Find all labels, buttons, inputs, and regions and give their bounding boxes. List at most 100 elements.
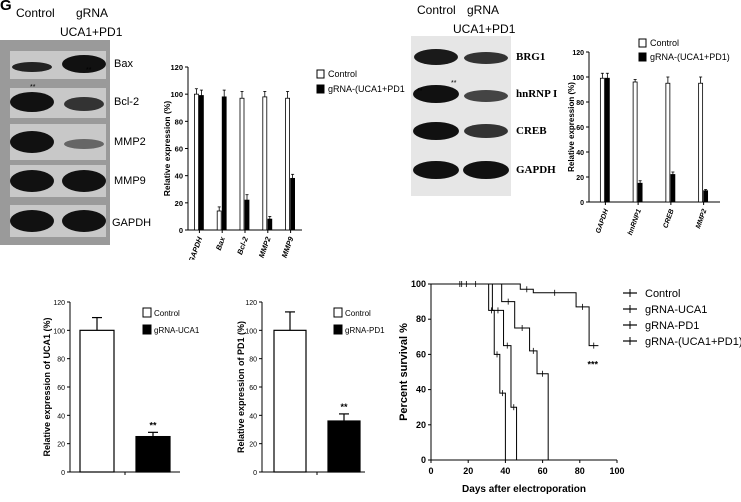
significance-label: *** <box>588 360 599 370</box>
x-tick-label: hnRNP1 <box>627 208 643 236</box>
bar-chart-transcription-factors: 0 20 40 60 80 100 120 Relative expression (%) GA… <box>567 38 730 236</box>
x-tick-label: MMP2 <box>695 208 709 229</box>
blot2-band-gapdh-control <box>413 161 459 179</box>
y-tick-label: 100 <box>411 279 426 289</box>
blot2-band-gapdh-grna <box>463 161 509 179</box>
y-tick-label: 100 <box>53 328 65 335</box>
y-tick-label: 60 <box>175 145 183 154</box>
legend-label-0: Control <box>345 309 371 318</box>
x-tick-label: Bax <box>214 235 227 252</box>
y-tick-label: 80 <box>57 357 65 364</box>
legend-label-1: gRNA-PD1 <box>345 326 385 335</box>
legend-label-0: Control <box>154 309 180 318</box>
blot1-band-mmp2-control <box>10 131 54 153</box>
y-tick-label: 80 <box>175 117 183 126</box>
western-blot-2: Control gRNA UCA1+PD1 ** ** BRG1 hnRNP I… <box>405 0 565 200</box>
blot1-row-mmp2: MMP2 <box>114 136 146 148</box>
blot1-band-bcl2-control <box>10 92 54 112</box>
blot2-image <box>411 36 511 196</box>
blot1-band-mmp2-grna <box>64 139 104 149</box>
y-tick-label: 100 <box>170 90 183 99</box>
blot1-row-mmp9: MMP9 <box>114 175 146 187</box>
blot2-header-sub: UCA1+PD1 <box>453 22 516 36</box>
x-tick-label: MMP9 <box>280 235 296 259</box>
x-tick-label: 60 <box>538 466 548 476</box>
y-tick-label: 0 <box>61 470 65 477</box>
x-tick-label: CREB <box>662 208 675 229</box>
y-tick-label: 60 <box>249 385 257 392</box>
blot1-band-bax-control <box>12 62 52 72</box>
y-tick-label: 20 <box>416 420 426 430</box>
survival-line-1 <box>431 283 518 460</box>
bar-gRNA-(UCA1+PD1)-GAPDH <box>604 77 610 203</box>
x-axis-label: Days after electroporation <box>462 484 586 495</box>
legend-swatch-1 <box>142 324 152 335</box>
legend-label-1: gRNA-UCA1 <box>645 304 707 316</box>
legend-label-2: gRNA-PD1 <box>645 320 699 332</box>
y-tick-label: 40 <box>576 150 584 157</box>
y-axis-label: Percent survival % <box>398 323 410 421</box>
bar-gRNA-(UCA1+PD1)-MMP2 <box>267 218 273 231</box>
bar-Control-MMP2 <box>698 82 704 203</box>
blot2-row-brg1: BRG1 <box>516 51 546 63</box>
blot1-image <box>0 40 110 245</box>
y-tick-label: 120 <box>572 50 584 57</box>
x-tick-label: 80 <box>575 466 585 476</box>
blot1-mark-1: ** <box>86 67 92 74</box>
y-tick-label: 60 <box>416 349 426 359</box>
bar-gRNA-(UCA1+PD1)-GAPDH <box>199 95 204 231</box>
bar-Control-CREB <box>665 82 671 203</box>
blot1-band-gapdh-control <box>10 210 54 232</box>
y-axis-label: Relative expression of UCA1 (%) <box>42 317 52 456</box>
legend-label-0: Control <box>328 69 357 79</box>
blot2-row-gapdh: GAPDH <box>516 164 556 176</box>
blot2-band-brg1-control <box>414 49 458 65</box>
y-tick-label: 0 <box>253 470 257 477</box>
blot2-band-brg1-grna <box>464 52 508 64</box>
y-axis-label: Relative expression (%) <box>567 82 576 172</box>
legend-swatch-0 <box>316 69 325 79</box>
legend-label-1: gRNA-(UCA1+PD1) <box>650 52 730 62</box>
blot1-row-gapdh: GAPDH <box>112 217 152 229</box>
bar-chart-pd1-expression: 0 20 40 60 80 100 120 Relative expression of PD… <box>236 300 385 477</box>
legend-label-3: gRNA-(UCA1+PD1) <box>645 336 741 348</box>
blot1-band-mmp9-grna <box>62 170 106 192</box>
y-tick-label: 0 <box>580 200 584 207</box>
bar-gRNA-(UCA1+PD1)-hnRNP1 <box>637 182 643 203</box>
y-tick-label: 60 <box>576 125 584 132</box>
y-tick-label: 100 <box>572 75 584 82</box>
x-tick-label: 40 <box>500 466 510 476</box>
y-tick-label: 20 <box>249 442 257 449</box>
bar-gRNA-(UCA1+PD1)-MMP9 <box>290 177 296 231</box>
blot1-band-gapdh-grna <box>62 210 106 232</box>
legend-swatch-1 <box>638 52 647 62</box>
bar-Control-hnRNP1 <box>632 81 638 203</box>
significance-label: ** <box>149 420 157 430</box>
x-tick-label: 0 <box>428 466 433 476</box>
significance-label: ** <box>340 402 348 412</box>
y-axis-label: Relative expression of PD1 (%) <box>236 321 246 453</box>
x-tick-label: GAPDH <box>595 207 611 234</box>
blot2-band-hnrnp-grna <box>464 90 508 102</box>
bar-Control <box>273 329 307 473</box>
y-tick-label: 80 <box>249 357 257 364</box>
blot1-band-mmp9-control <box>10 170 54 192</box>
bar-Control <box>79 329 115 473</box>
legend-label-0: Control <box>645 288 680 300</box>
bar-Control-GAPDH <box>599 77 605 203</box>
x-tick-label: MMP2 <box>257 235 273 259</box>
x-tick-label: Bcl-2 <box>235 235 250 256</box>
bar-gRNA-(UCA1+PD1)-Bcl-2 <box>244 199 250 231</box>
x-tick-label: 100 <box>609 466 624 476</box>
y-axis-label: Relative expression (%) <box>162 101 172 197</box>
bar-gRNA-(UCA1+PD1)-MMP2 <box>703 190 709 203</box>
legend-swatch-1 <box>316 84 325 94</box>
bar-gRNA-UCA1 <box>135 435 171 473</box>
blot1-band-bcl2-grna <box>64 97 104 111</box>
y-tick-label: 120 <box>245 300 257 307</box>
y-tick-label: 60 <box>57 385 65 392</box>
legend-swatch-1 <box>333 324 343 335</box>
blot1-band-bax-grna <box>62 55 106 73</box>
blot2-band-creb-grna <box>464 124 508 138</box>
y-tick-label: 120 <box>53 300 65 307</box>
